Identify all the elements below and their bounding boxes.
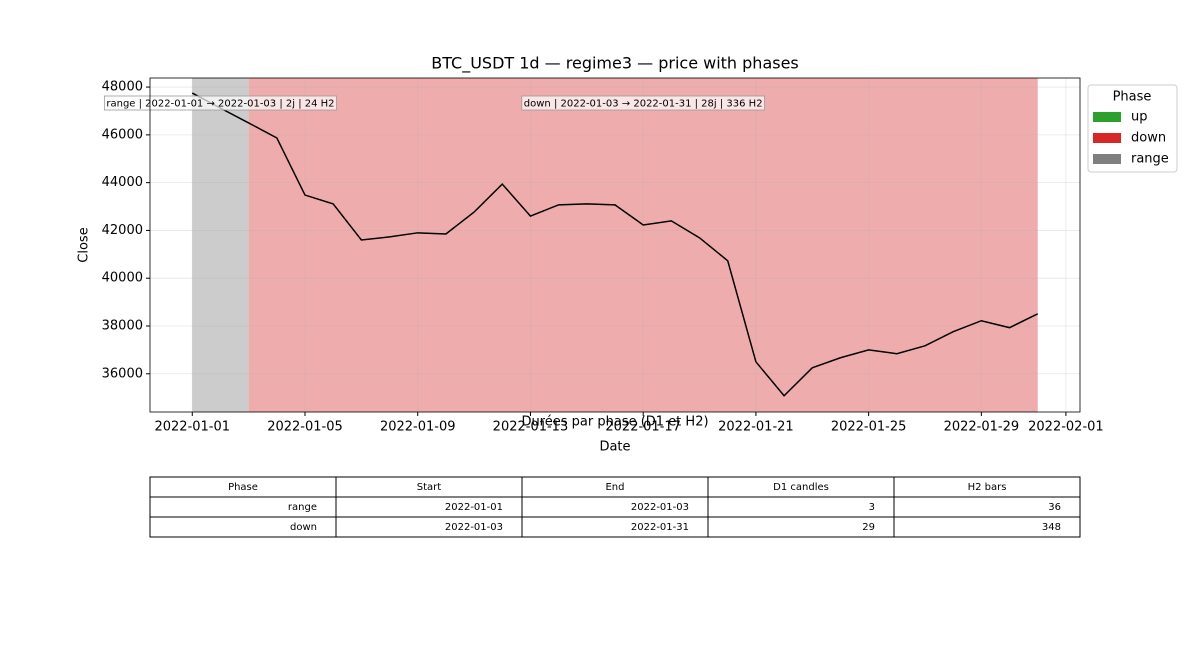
legend-label: range [1131, 152, 1169, 167]
legend-label: down [1131, 131, 1166, 146]
y-tick-label: 42000 [102, 223, 143, 238]
table-header: Start [417, 482, 442, 493]
table-value: 36 [1048, 502, 1061, 513]
table-value: 348 [1042, 522, 1061, 533]
table-header: H2 bars [968, 482, 1007, 493]
table-value: 2022-01-01 [445, 502, 503, 513]
legend-box [1087, 84, 1178, 173]
legend-label: up [1131, 110, 1148, 125]
table-value: 3 [869, 502, 875, 513]
y-tick-label: 46000 [102, 127, 143, 142]
table-title: Durées par phase (D1 et H2) [521, 415, 708, 430]
x-axis-label: Date [599, 440, 630, 455]
y-tick-label: 44000 [102, 175, 143, 190]
chart-title: BTC_USDT 1d — regime3 — price with phase… [431, 54, 799, 74]
phase-band [192, 78, 249, 412]
x-tick-label: 2022-01-29 [944, 420, 1020, 435]
y-axis-label: Close [77, 227, 92, 262]
annotation-box [103, 95, 337, 111]
table-value: 2022-01-03 [445, 522, 503, 533]
x-tick-label: 2022-01-09 [380, 420, 456, 435]
table-value: range [288, 502, 317, 513]
legend-swatch [1093, 154, 1121, 164]
table-value: 29 [862, 522, 875, 533]
legend-swatch [1093, 112, 1121, 122]
phase-band [248, 78, 1038, 412]
y-tick-label: 40000 [102, 271, 143, 286]
table-header: Phase [228, 482, 258, 493]
y-tick-label: 36000 [102, 366, 143, 381]
x-tick-label: 2022-01-01 [154, 420, 230, 435]
table-cell [707, 496, 895, 518]
annotation: down | 2022-01-03 → 2022-01-31 | 28j | 3… [524, 99, 763, 110]
table-header: D1 candles [773, 482, 829, 493]
legend-swatch [1093, 133, 1121, 143]
price-line [191, 92, 1039, 397]
table-value: down [290, 522, 317, 533]
annotation-box [521, 95, 765, 111]
legend-title: Phase [1113, 90, 1152, 105]
table-value: 2022-01-31 [631, 522, 689, 533]
x-tick-label: 2022-01-05 [267, 420, 343, 435]
x-tick-label: 2022-01-13 [493, 420, 569, 435]
x-tick-label: 2022-01-17 [605, 420, 681, 435]
table-value: 2022-01-03 [631, 502, 689, 513]
x-tick-label: 2022-01-21 [718, 420, 794, 435]
x-tick-label: 2022-02-01 [1028, 420, 1104, 435]
x-tick-label: 2022-01-25 [831, 420, 907, 435]
y-tick-label: 38000 [102, 318, 143, 333]
plot-frame [149, 77, 1081, 413]
table-header: End [605, 482, 624, 493]
table-cell [893, 516, 1081, 538]
annotation: range | 2022-01-01 → 2022-01-03 | 2j | 2… [106, 99, 334, 110]
y-tick-label: 48000 [102, 80, 143, 95]
